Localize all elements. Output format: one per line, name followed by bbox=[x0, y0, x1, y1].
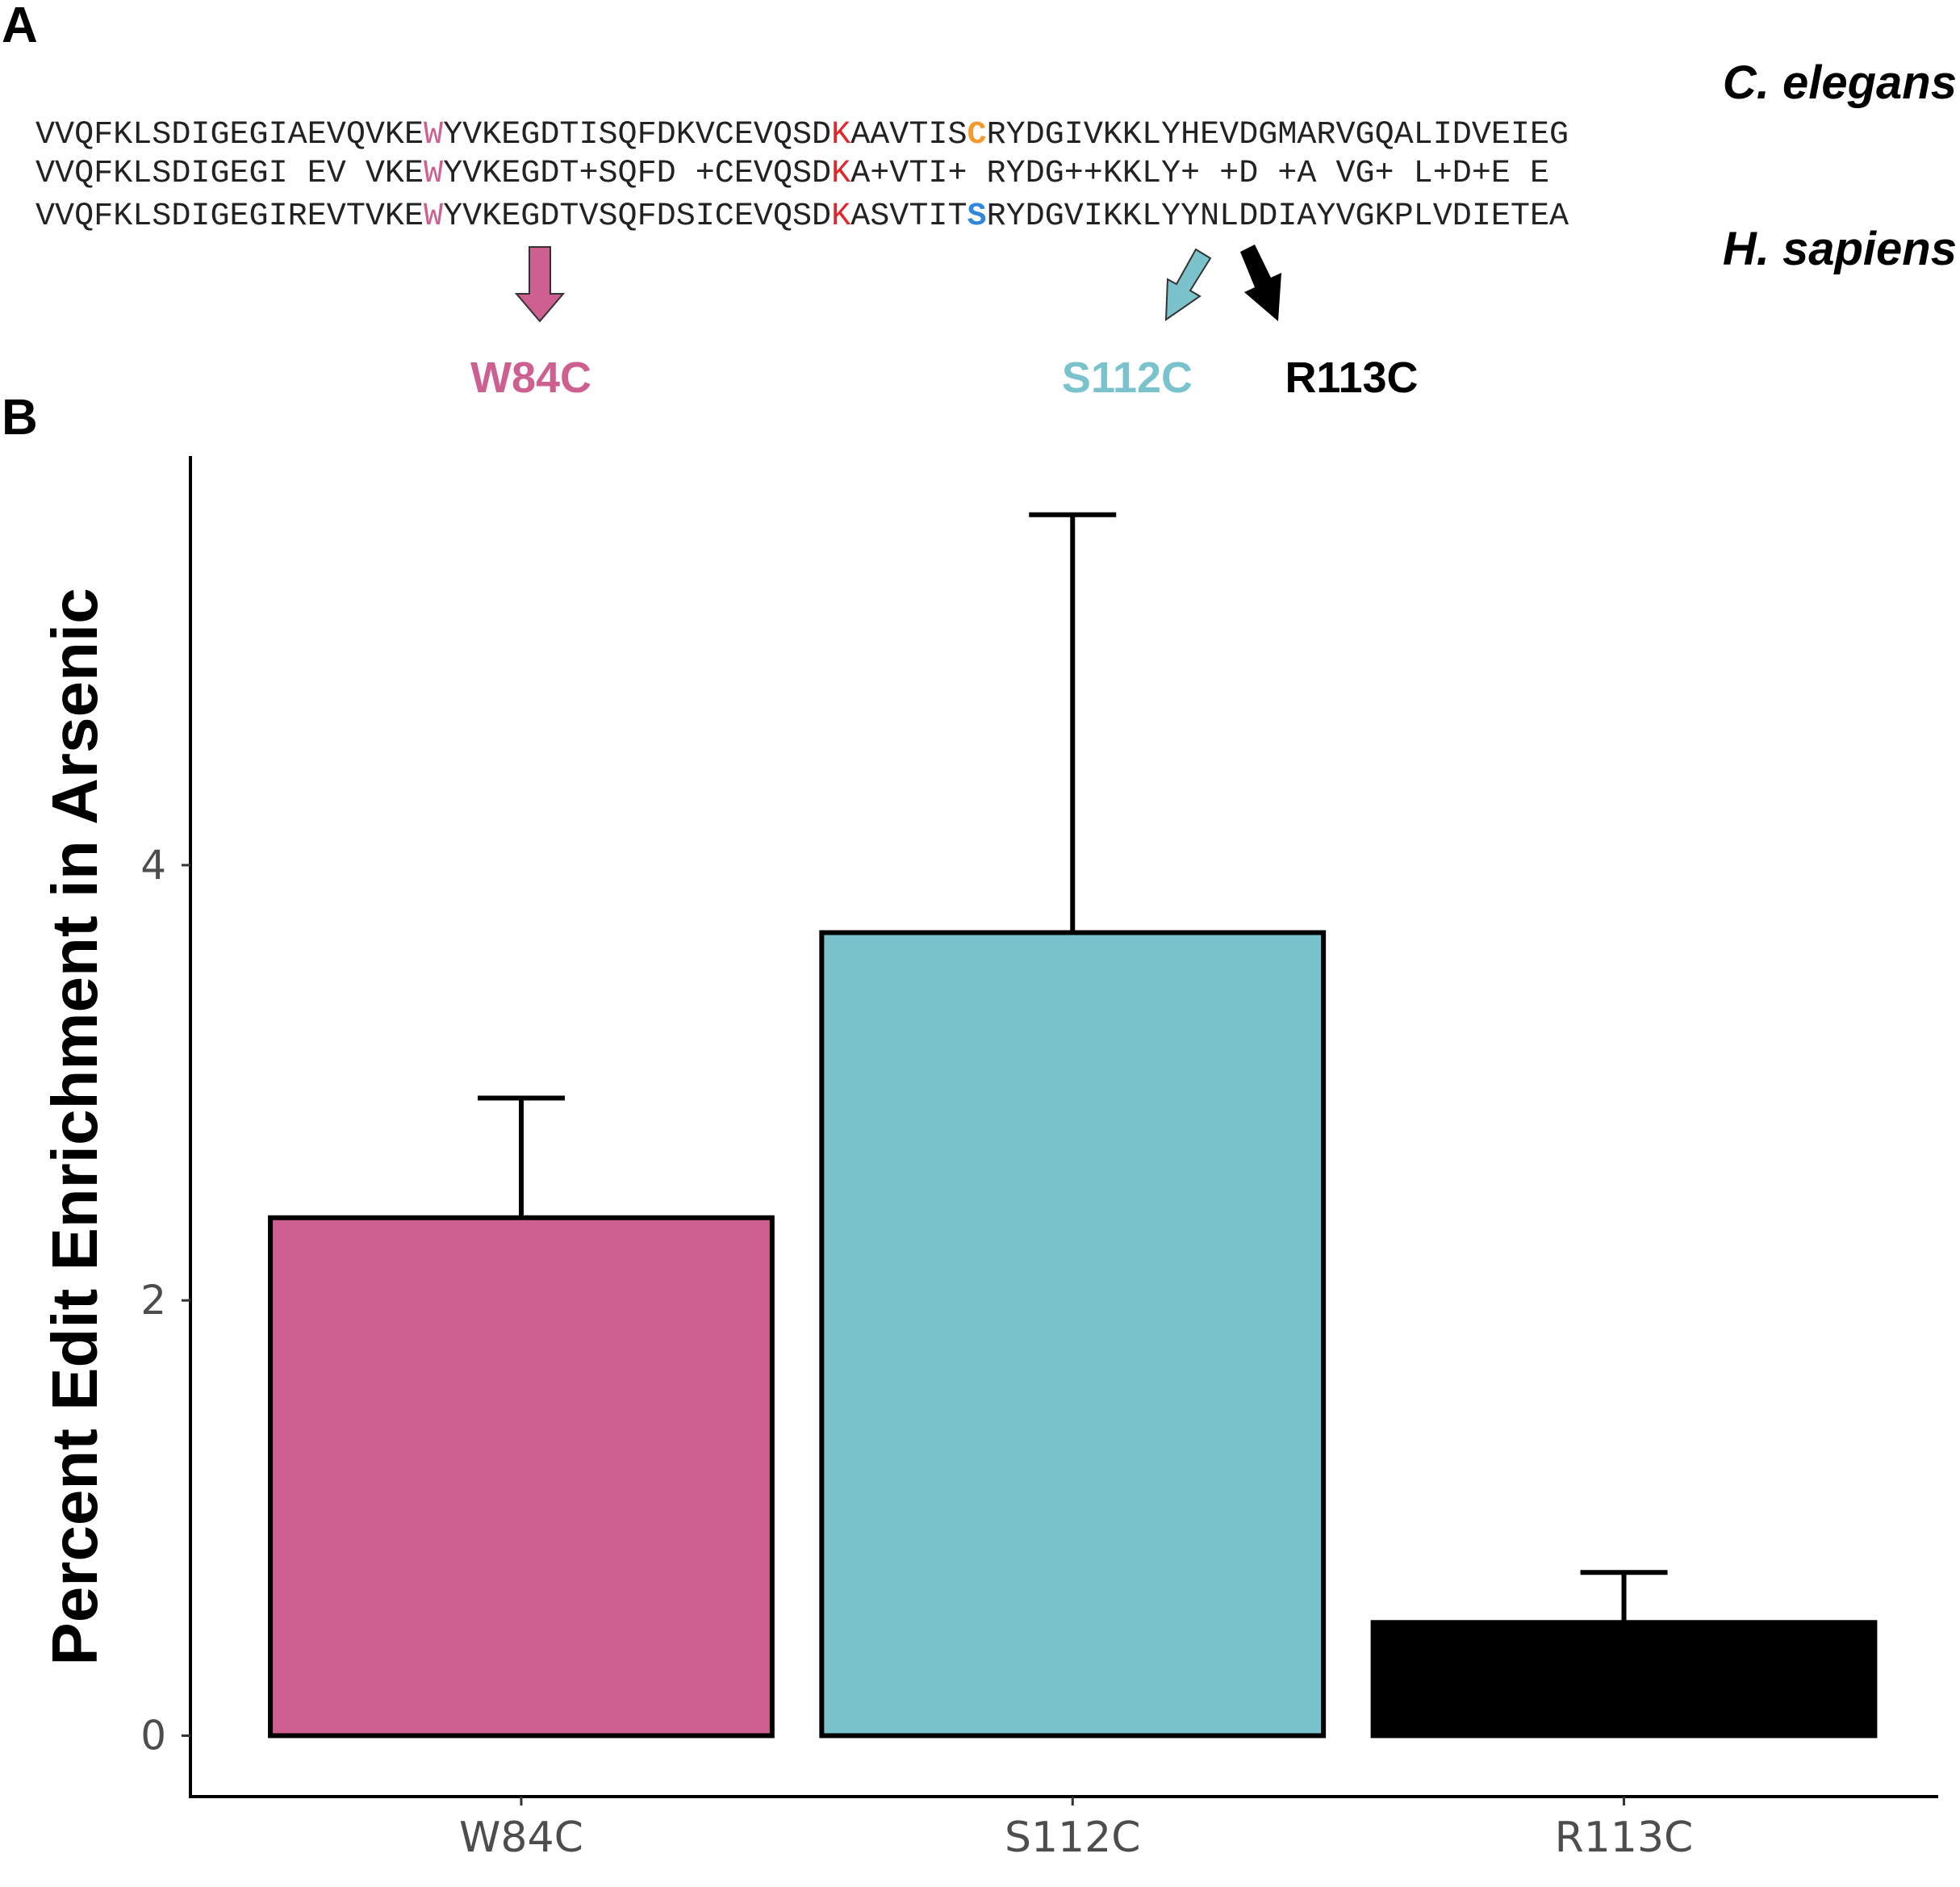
x-tick-label: R113C bbox=[1555, 1814, 1694, 1862]
error-bar-r113c bbox=[1580, 1570, 1668, 1623]
bars bbox=[268, 930, 1878, 1738]
y-tick-label: 2 bbox=[140, 1277, 166, 1324]
sequence-segment: RYDGIVKKLYHEVDGMARVGQALIDVEIEG bbox=[987, 117, 1569, 153]
bar-w84c bbox=[268, 1215, 775, 1738]
sequence-row-celegans: VVQFKLSDIGEGIAEVQVKEWYVKEGDTISQFDKVCEVQS… bbox=[36, 117, 1569, 153]
x-ticks: W84C S112C R113C bbox=[459, 1797, 1693, 1862]
s112c-arrow-icon bbox=[1164, 248, 1212, 321]
species-label-celegans: C. elegans bbox=[1723, 56, 1957, 109]
sequence-segment: VVQFKLSDIGEGI EV VKE bbox=[36, 156, 424, 192]
sequence-segment: VVQFKLSDIGEGIREVTVKE bbox=[36, 199, 424, 235]
x-tick-label: W84C bbox=[459, 1814, 583, 1862]
sequence-segment: K bbox=[831, 156, 851, 192]
sequence-segment: C bbox=[967, 117, 987, 153]
sequence-segment: ASVTIT bbox=[850, 199, 967, 235]
sequence-segment: YVKEGDT+SQFD +CEVQSD bbox=[443, 156, 831, 192]
panel-label-a: A bbox=[2, 0, 38, 53]
sequence-segment: W bbox=[424, 156, 444, 192]
sequence-segment: YVKEGDTISQFDKVCEVQSD bbox=[443, 117, 831, 153]
error-bars bbox=[477, 512, 1668, 1623]
sequence-segment: S bbox=[967, 199, 987, 235]
panel-label-b: B bbox=[2, 390, 38, 446]
sequence-segment: VVQFKLSDIGEGIAEVQVKE bbox=[36, 117, 424, 153]
sequence-segment: K bbox=[831, 199, 851, 235]
sequence-segment: AAVTIS bbox=[850, 117, 967, 153]
sequence-alignment: VVQFKLSDIGEGIAEVQVKEWYVKEGDTISQFDKVCEVQS… bbox=[36, 117, 1569, 235]
mutation-markers: W84C S112C R113C bbox=[470, 245, 1419, 402]
sequence-row-hsapiens: VVQFKLSDIGEGIREVTVKEWYVKEGDTVSQFDSICEVQS… bbox=[36, 199, 1569, 235]
error-bar-w84c bbox=[477, 1095, 565, 1218]
sequence-segment: W bbox=[424, 117, 444, 153]
sequence-segment: A+VTI+ RYDG++KKLY+ +D +A VG+ L+D+E E bbox=[850, 156, 1549, 192]
sequence-segment: RYDGVIKKLYYNLDDIAYVGKPLVDIETEA bbox=[987, 199, 1569, 235]
species-label-hsapiens: H. sapiens bbox=[1723, 223, 1957, 275]
sequence-segment: W bbox=[424, 199, 444, 235]
sequence-row-consensus: VVQFKLSDIGEGI EV VKEWYVKEGDT+SQFD +CEVQS… bbox=[36, 156, 1549, 192]
bar-chart: 0 2 4 W84C S112C R113C Percent Edit Enrichme… bbox=[39, 456, 1938, 1862]
w84c-arrow-icon bbox=[514, 246, 566, 323]
sequence-segment: K bbox=[831, 117, 851, 153]
marker-label-r113c: R113C bbox=[1285, 354, 1418, 402]
y-tick-label: 4 bbox=[140, 842, 166, 889]
y-ticks: 0 2 4 bbox=[140, 842, 190, 1759]
bar-s112c bbox=[819, 930, 1327, 1738]
x-tick-label: S112C bbox=[1005, 1814, 1141, 1862]
error-bar-s112c bbox=[1029, 512, 1117, 933]
marker-label-s112c: S112C bbox=[1062, 354, 1193, 402]
bar-r113c bbox=[1370, 1620, 1878, 1738]
sequence-segment: YVKEGDTVSQFDSICEVQSD bbox=[443, 199, 831, 235]
marker-label-w84c: W84C bbox=[470, 354, 591, 402]
y-axis-title: Percent Edit Enrichment in Arsenic bbox=[39, 588, 111, 1665]
r113c-arrow-icon bbox=[1240, 245, 1281, 321]
y-tick-label: 0 bbox=[140, 1713, 166, 1759]
